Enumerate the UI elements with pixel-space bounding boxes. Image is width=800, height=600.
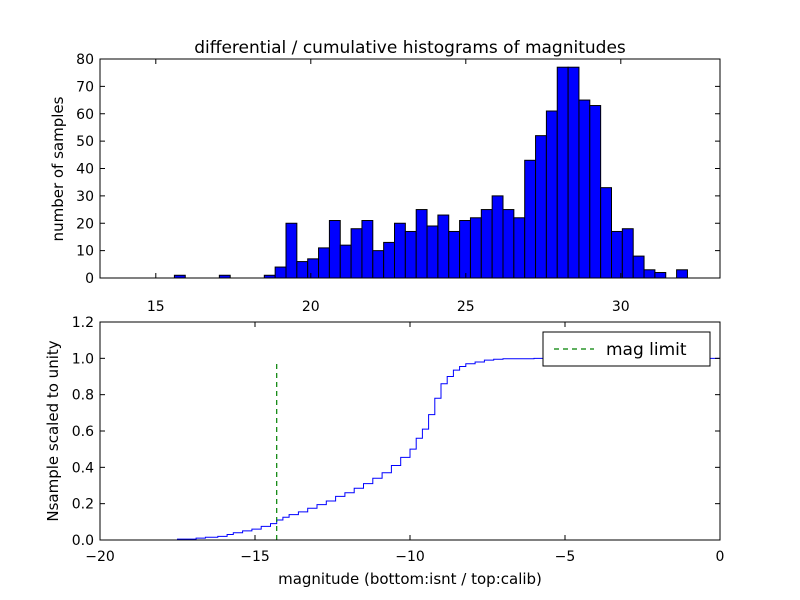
x-tick-label: 15 — [147, 299, 165, 315]
y-tick-label: 30 — [76, 189, 94, 205]
histogram-bar — [307, 258, 320, 279]
histogram-bar — [361, 220, 374, 279]
legend-box — [542, 331, 711, 367]
y-tick-label: 10 — [76, 244, 94, 260]
histogram-bar — [350, 228, 363, 279]
bottom-x-ticks: −20 −15 −10 −5 0 — [85, 322, 724, 565]
cumulative-step-line — [100, 357, 721, 541]
top-x-ticks: 15 20 25 30 — [147, 59, 630, 315]
histogram-bar — [600, 187, 613, 279]
bottom-y-ticks: 0.0 0.2 0.4 0.6 0.8 1.0 1.2 — [72, 315, 720, 549]
legend: mag limit — [542, 331, 711, 367]
histogram-bar — [545, 110, 558, 279]
histogram-bar — [524, 159, 537, 279]
y-tick-label: 0 — [85, 271, 94, 287]
x-tick-label: 25 — [457, 299, 475, 315]
histogram-bar — [556, 66, 569, 279]
x-tick-label: 30 — [612, 299, 630, 315]
x-tick-label: 20 — [302, 299, 320, 315]
x-tick-label: −20 — [85, 549, 115, 565]
y-tick-label: 60 — [76, 107, 94, 123]
x-tick-label: −15 — [240, 549, 270, 565]
histogram-bar — [480, 209, 493, 279]
bottom-cumulative-panel: 0.0 0.2 0.4 0.6 0.8 1.0 1.2 −20 −15 −10 −5 0 magni… — [44, 315, 724, 588]
y-tick-label: 0.6 — [72, 424, 94, 440]
histogram-bar — [426, 225, 439, 279]
x-tick-label: −5 — [555, 549, 576, 565]
legend-label-mag-limit: mag limit — [606, 340, 687, 360]
y-tick-label: 1.0 — [72, 351, 94, 367]
top-y-ticks: 0 10 20 30 40 50 60 70 80 — [76, 52, 720, 287]
histogram-bar — [318, 247, 330, 279]
top-y-axis-label: number of samples — [49, 96, 67, 241]
y-tick-label: 0.0 — [72, 533, 94, 549]
bottom-x-axis-label: magnitude (bottom:isnt / top:calib) — [278, 570, 542, 588]
histogram-bar — [383, 241, 395, 279]
histogram-bar — [611, 230, 623, 279]
histogram-bar — [643, 269, 656, 279]
histogram-bar — [654, 272, 667, 279]
chart-title: differential / cumulative histograms of … — [194, 38, 626, 58]
histogram-bar — [632, 255, 645, 279]
histogram-bar — [437, 214, 450, 279]
y-tick-label: 40 — [76, 162, 94, 178]
y-tick-label: 0.4 — [72, 460, 94, 476]
histogram-bar — [567, 66, 580, 279]
histogram-bar — [502, 209, 515, 279]
histogram-bar — [372, 250, 385, 279]
histogram-bar — [296, 261, 309, 279]
y-tick-label: 1.2 — [72, 315, 94, 331]
histogram-bar — [491, 195, 504, 279]
histogram-bar — [513, 217, 526, 279]
y-tick-label: 80 — [76, 52, 94, 68]
top-histogram-panel: differential / cumulative histograms of … — [49, 38, 721, 315]
histogram-bar — [404, 230, 417, 279]
bottom-y-axis-label: Nsample scaled to unity — [44, 340, 62, 521]
histogram-bar — [535, 135, 547, 279]
y-tick-label: 0.2 — [72, 497, 94, 513]
histogram-bar — [459, 220, 471, 279]
x-tick-label: −10 — [395, 549, 425, 565]
histogram-bar — [621, 228, 634, 279]
histogram-bar — [676, 269, 688, 279]
y-tick-label: 0.8 — [72, 388, 94, 404]
histogram-bar — [328, 220, 341, 279]
histogram-bar — [339, 244, 352, 279]
x-tick-label: 0 — [716, 549, 725, 565]
y-tick-label: 70 — [76, 79, 94, 95]
y-tick-label: 20 — [76, 216, 94, 232]
histogram-bar — [415, 209, 428, 279]
histogram-bar — [274, 266, 287, 279]
histogram-bar — [469, 217, 482, 279]
histogram-bars — [173, 66, 688, 279]
histogram-bar — [578, 99, 591, 279]
histogram-bar — [285, 222, 298, 279]
histogram-bar — [448, 230, 461, 279]
histogram-bar — [394, 222, 406, 279]
histogram-bar — [589, 105, 602, 279]
y-tick-label: 50 — [76, 134, 94, 150]
